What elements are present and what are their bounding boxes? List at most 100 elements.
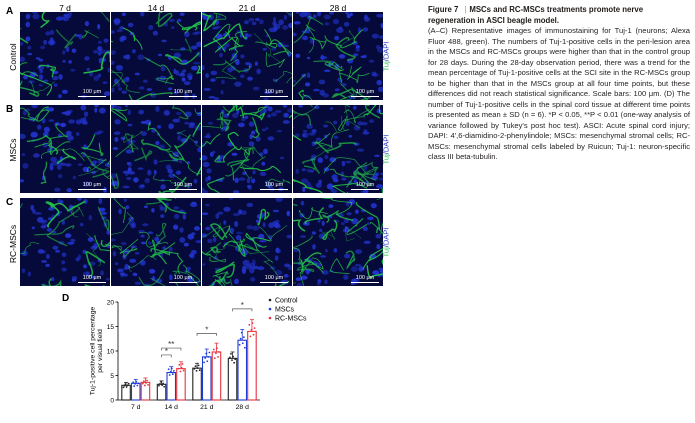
scale-bar: 100 μm: [78, 274, 106, 283]
x-tick-label: 28 d: [236, 404, 249, 411]
micrograph-mscs-28d: 100 μm: [293, 105, 383, 193]
scale-bar: 100 μm: [260, 88, 288, 97]
data-point: [168, 374, 171, 376]
data-point: [239, 337, 242, 340]
data-point: [197, 364, 200, 367]
data-point: [136, 384, 139, 387]
data-point: [251, 322, 254, 325]
micrograph-image: [20, 105, 110, 193]
significance-mark: *: [165, 347, 168, 356]
data-point: [159, 382, 161, 385]
row-label-rc-mscs: RC-MSCs: [8, 224, 18, 264]
scale-bar-line: [78, 188, 106, 190]
scale-bar-line: [78, 95, 106, 97]
micrograph-image: [111, 105, 201, 193]
data-point: [182, 369, 185, 372]
scale-bar-line: [169, 95, 197, 97]
data-point: [137, 382, 140, 385]
significance-mark: **: [168, 340, 174, 349]
scale-bar-label: 100 μm: [264, 181, 284, 188]
micrograph-image: [293, 198, 383, 286]
column-header-21d: 21 d: [238, 3, 256, 13]
figure-caption: Figure 7 | MSCs and RC-MSCs treatments pro…: [428, 5, 690, 163]
data-point: [145, 382, 147, 384]
data-point: [232, 355, 234, 358]
scale-bar: 100 μm: [78, 181, 106, 190]
legend-label-mscs: MSCs: [275, 306, 295, 313]
y-tick-label: 5: [110, 373, 114, 380]
micrograph-control-7d: 100 μm: [20, 12, 110, 100]
data-point: [230, 352, 232, 355]
panel-label-a: A: [6, 6, 14, 17]
bar-mscs: [166, 372, 177, 401]
data-point: [253, 327, 256, 330]
data-point: [180, 366, 183, 369]
data-point: [203, 361, 206, 364]
scale-bar-line: [260, 95, 288, 97]
significance-mark: *: [205, 325, 208, 334]
data-point: [215, 352, 217, 355]
legend-label-control: Control: [275, 297, 298, 304]
data-point: [161, 384, 163, 387]
scale-bar-label: 100 μm: [355, 181, 375, 188]
bar-rc-mscs: [176, 368, 186, 401]
data-point: [160, 381, 162, 383]
data-point: [194, 365, 197, 367]
scale-bar: 100 μm: [169, 89, 197, 97]
significance-mark: *: [241, 301, 244, 310]
y-axis-label-line: Tuj-1-positive cell percentage: [89, 307, 96, 396]
scale-bar: 100 μm: [78, 89, 106, 97]
scale-bar-label: 100 μm: [355, 88, 375, 95]
data-point: [204, 357, 207, 359]
data-point: [193, 367, 196, 370]
data-point: [229, 356, 231, 359]
data-point: [179, 370, 182, 373]
scale-bar: 100 μm: [169, 182, 197, 190]
micrograph-image: [202, 198, 292, 286]
data-point: [205, 352, 208, 355]
scale-bar-line: [169, 188, 197, 190]
data-point: [125, 386, 128, 388]
bar-mscs: [201, 356, 212, 401]
significance-bracket: [161, 354, 172, 358]
panel-label-c: C: [6, 197, 14, 208]
data-point: [243, 346, 246, 349]
bar-control: [227, 357, 238, 401]
scale-bar-label: 100 μm: [82, 181, 102, 188]
data-point: [208, 351, 211, 354]
caption-title-row: Figure 7 | MSCs and RC-MSCs treatments pro…: [428, 5, 690, 26]
data-point: [196, 367, 199, 370]
data-point: [231, 359, 233, 362]
bar-rc-mscs: [211, 351, 222, 401]
micrograph-image: [202, 12, 292, 100]
data-point: [250, 328, 253, 331]
data-point: [212, 348, 215, 351]
data-point: [242, 336, 245, 339]
significance-bracket: [196, 333, 217, 336]
micrograph-mscs-14d: 100 μm: [111, 105, 201, 193]
data-point: [198, 369, 201, 372]
data-point: [142, 380, 145, 383]
data-point: [177, 367, 180, 370]
scale-bar-label: 100 μm: [264, 88, 284, 95]
data-point: [172, 370, 175, 372]
legend-marker-mscs: [268, 307, 272, 311]
caption-separator: |: [464, 5, 467, 14]
y-tick-label: 20: [107, 299, 115, 306]
data-point: [217, 356, 219, 358]
scale-bar-line: [260, 281, 288, 283]
data-point: [171, 373, 174, 376]
scale-bar-label: 100 μm: [82, 274, 102, 281]
bar-mscs: [237, 339, 248, 401]
x-tick-label: 7 d: [131, 404, 141, 411]
y-axis-label: Tuj-1-positive cell percentageper visual…: [89, 307, 104, 396]
micrograph-image: [293, 12, 383, 100]
micrograph-mscs-21d: 100 μm: [202, 105, 292, 193]
row-label-control: Control: [8, 43, 18, 71]
data-point: [167, 368, 170, 371]
scale-bar-label: 100 μm: [355, 274, 375, 281]
caption-title: MSCs and RC-MSCs treatments promote nerv…: [428, 5, 644, 25]
legend-marker-control: [268, 298, 272, 302]
data-point: [141, 382, 144, 385]
